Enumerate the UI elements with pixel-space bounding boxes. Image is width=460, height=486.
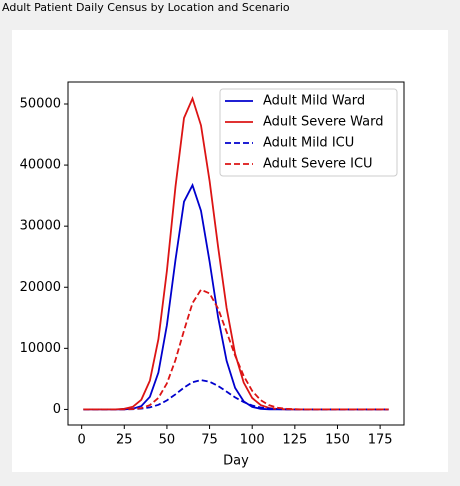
- x-tick-label: 100: [240, 433, 265, 448]
- y-tick-label: 0: [53, 402, 61, 417]
- series-line: [83, 182, 389, 411]
- series-line: [83, 379, 389, 411]
- x-tick-label: 150: [325, 433, 350, 448]
- x-axis-label: Day: [223, 454, 249, 469]
- legend-box: [219, 88, 398, 177]
- y-tick-label: 10000: [20, 341, 61, 356]
- axes-frame: [67, 81, 405, 426]
- x-tick-label: 50: [159, 433, 176, 448]
- window-title: Adult Patient Daily Census by Location a…: [2, 1, 290, 14]
- y-tick-label: 40000: [20, 158, 61, 173]
- legend-label: Adult Severe ICU: [263, 157, 373, 172]
- y-tick-label: 20000: [20, 280, 61, 295]
- legend-label: Adult Mild ICU: [263, 136, 354, 151]
- x-tick-label: 25: [116, 433, 133, 448]
- series-line: [83, 288, 389, 411]
- legend-label: Adult Mild Ward: [263, 94, 365, 109]
- y-tick-label: 50000: [20, 96, 61, 111]
- x-tick-label: 75: [201, 433, 218, 448]
- y-tick-label: 30000: [20, 219, 61, 234]
- x-tick-label: 125: [282, 433, 307, 448]
- x-tick-label: 0: [78, 433, 86, 448]
- legend-label: Adult Severe Ward: [263, 115, 384, 130]
- x-tick-label: 175: [368, 433, 393, 448]
